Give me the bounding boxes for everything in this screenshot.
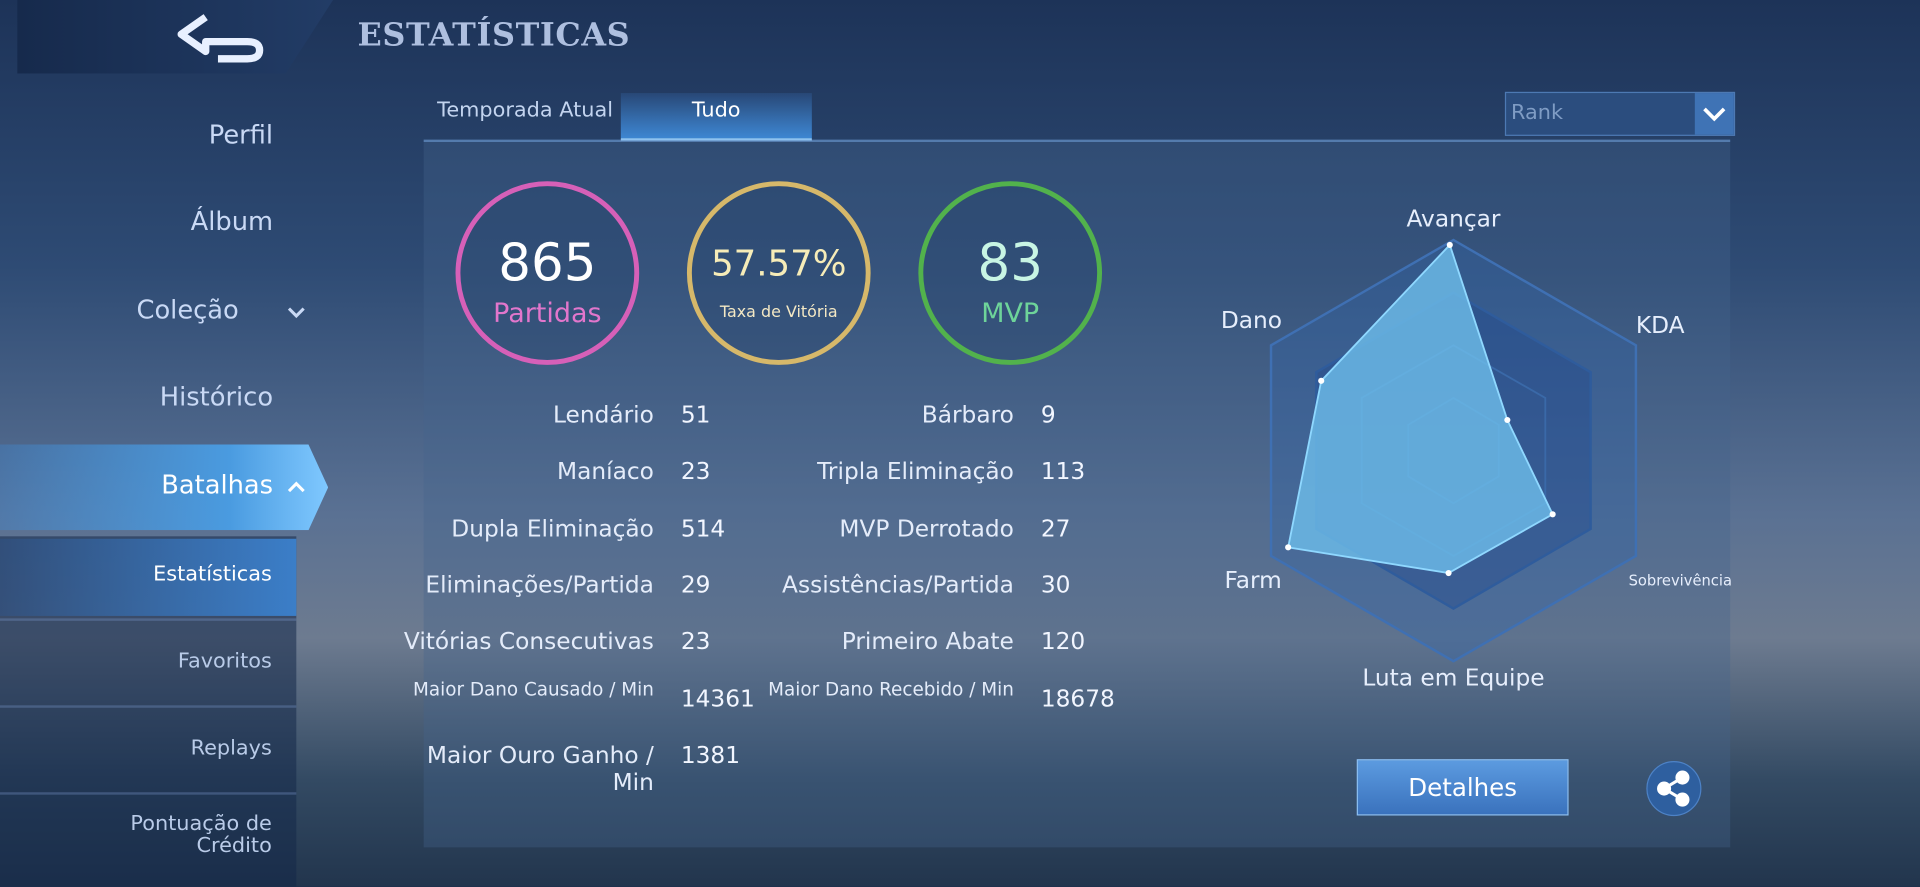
- tab-active[interactable]: Tudo: [691, 97, 741, 123]
- active-submenu-bg: [0, 538, 297, 616]
- details-button[interactable]: Detalhes: [1356, 759, 1569, 816]
- stat-value: 23: [680, 457, 711, 485]
- summary-ring: 865 Partidas: [455, 181, 640, 365]
- stat-value: 51: [680, 401, 711, 429]
- stat-label: Eliminações/Partida: [425, 571, 654, 599]
- radar-points: [1285, 241, 1556, 577]
- separator: [0, 792, 297, 795]
- submenu-item[interactable]: Favoritos: [177, 648, 272, 674]
- stat-value: 18678: [1040, 685, 1115, 713]
- radar-label: Farm: [1224, 566, 1282, 594]
- share-button[interactable]: [1646, 760, 1702, 817]
- stat-value: 120: [1040, 628, 1086, 656]
- stat-value: 14361: [680, 685, 755, 713]
- menu-item-active[interactable]: Batalhas: [161, 470, 274, 500]
- stat-label: Vitórias Consecutivas: [403, 628, 654, 656]
- submenu-item-active[interactable]: Estatísticas: [153, 562, 272, 587]
- stat-label: Primeiro Abate: [841, 628, 1014, 656]
- stat-value: 9: [1040, 401, 1056, 429]
- stat-value: 514: [680, 515, 726, 543]
- dropdown-arrow: [1694, 93, 1734, 135]
- page-title: ESTATÍSTICAS: [357, 17, 631, 54]
- summary-label: Taxa de Vitória: [719, 303, 838, 323]
- tab-active-bg: [620, 93, 812, 141]
- radar-label: Dano: [1220, 307, 1282, 335]
- stat-label: Lendário: [552, 401, 654, 429]
- radar-label: Avançar: [1406, 205, 1501, 233]
- summary-value: 865: [498, 232, 597, 293]
- radar-label: Sobrevivência: [1628, 571, 1732, 589]
- menu-item[interactable]: Histórico: [159, 382, 274, 412]
- summary-ring: 57.57% Taxa de Vitória: [686, 181, 871, 365]
- radar-label: KDA: [1635, 312, 1685, 340]
- summary-value: 57.57%: [711, 242, 847, 285]
- stat-value: 29: [680, 571, 711, 599]
- stat-label: Bárbaro: [921, 401, 1014, 429]
- separator: [0, 618, 297, 621]
- dropdown-value: Rank: [1511, 100, 1564, 125]
- stat-label: Assistências/Partida: [782, 571, 1014, 599]
- active-menu-bg: [0, 444, 329, 531]
- menu-item[interactable]: Coleção: [136, 295, 239, 325]
- summary-label: Partidas: [493, 298, 602, 330]
- stat-value: 27: [1040, 515, 1071, 543]
- tab[interactable]: Temporada Atual: [437, 97, 614, 123]
- menu-item[interactable]: Álbum: [190, 206, 274, 237]
- radar-label: Luta em Equipe: [1362, 664, 1545, 692]
- stat-label: Maníaco: [557, 457, 654, 485]
- stat-label: MVP Derrotado: [839, 515, 1014, 543]
- summary-value: 83: [977, 232, 1043, 293]
- stat-value: 23: [680, 628, 711, 656]
- submenu-item[interactable]: Replays: [190, 735, 272, 761]
- stat-label: Maior Dano Causado / Min: [413, 678, 654, 701]
- top-bar: [17, 0, 334, 74]
- separator: [0, 705, 297, 708]
- stat-value: 1381: [680, 742, 741, 769]
- submenu-item[interactable]: Pontuação de Crédito: [130, 811, 272, 859]
- summary-label: MVP: [981, 298, 1040, 330]
- chevron-up: [287, 481, 305, 493]
- stat-label: Dupla Eliminação: [451, 515, 654, 543]
- dropdown[interactable]: Rank: [1504, 91, 1736, 136]
- radar-chart: [1269, 238, 1638, 663]
- summary-ring: 83 MVP: [918, 181, 1103, 365]
- back-button[interactable]: [171, 10, 274, 66]
- chevron-down: [287, 307, 305, 319]
- stat-label: Maior Ouro Ganho / Min: [426, 742, 654, 796]
- stat-value: 113: [1040, 457, 1086, 485]
- menu-item[interactable]: Perfil: [208, 120, 274, 150]
- stat-label: Maior Dano Recebido / Min: [768, 678, 1014, 701]
- stat-label: Tripla Eliminação: [817, 457, 1014, 485]
- stat-value: 30: [1040, 571, 1071, 599]
